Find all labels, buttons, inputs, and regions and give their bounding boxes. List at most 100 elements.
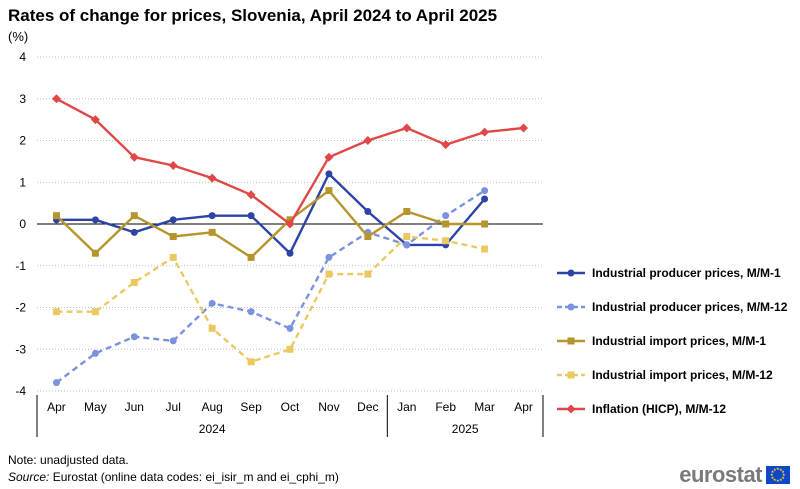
footer-source: Source: Eurostat (online data codes: ei_…	[8, 469, 339, 486]
legend-item: Industrial import prices, M/M-1	[556, 324, 796, 358]
y-tick-label: -2	[15, 301, 26, 315]
series-line	[55, 189, 486, 384]
data-point	[169, 216, 177, 224]
series-3	[52, 187, 489, 261]
data-point	[364, 233, 372, 241]
data-point	[403, 241, 411, 249]
data-point	[90, 115, 100, 125]
data-point	[442, 237, 450, 245]
data-point	[481, 245, 489, 253]
data-point	[247, 212, 255, 220]
series-5	[51, 94, 529, 229]
data-point	[130, 212, 138, 220]
data-point	[325, 253, 333, 261]
chart-legend: Industrial producer prices, M/M-1 Industr…	[556, 256, 796, 426]
legend-item: Industrial producer prices, M/M-1	[556, 256, 796, 290]
data-point	[130, 278, 138, 286]
data-point	[168, 161, 178, 171]
data-point	[286, 345, 294, 353]
data-point	[169, 253, 177, 261]
legend-item: Inflation (HICP), M/M-12	[556, 392, 796, 426]
source-label: Source:	[8, 470, 50, 484]
data-point	[91, 349, 99, 357]
legend-marker	[567, 371, 575, 379]
flag-star-icon: ★	[779, 466, 783, 472]
flag-star-icon: ★	[770, 475, 775, 480]
data-point	[442, 212, 450, 220]
data-point	[364, 270, 372, 278]
data-point	[247, 253, 255, 261]
year-label: 2024	[199, 422, 226, 436]
data-point	[285, 219, 295, 229]
x-tick-label: Sep	[240, 400, 262, 414]
legend-label: Inflation (HICP), M/M-12	[592, 402, 726, 416]
x-tick-label: Jun	[125, 400, 144, 414]
data-point	[208, 324, 216, 332]
legend-swatch	[557, 371, 585, 379]
data-point	[208, 228, 216, 236]
x-tick-label: Aug	[201, 400, 222, 414]
data-point	[169, 337, 177, 345]
legend-swatch	[557, 269, 585, 277]
y-tick-label: 3	[19, 92, 26, 106]
x-tick-label: Dec	[357, 400, 378, 414]
data-point	[442, 220, 450, 228]
data-point	[480, 127, 490, 137]
x-tick-label: Oct	[281, 400, 300, 414]
eurostat-logo: eurostat ★ ★ ★ ★ ★ ★ ★ ★ ★ ★ ★ ★	[679, 462, 790, 488]
year-label: 2025	[452, 422, 479, 436]
data-point	[91, 216, 99, 224]
footer: Note: unadjusted data. Source: Eurostat …	[8, 452, 339, 486]
data-point	[246, 190, 256, 200]
y-tick-label: -4	[15, 384, 26, 398]
x-tick-label: Apr	[47, 400, 66, 414]
data-point	[130, 333, 138, 341]
data-point	[91, 308, 99, 316]
legend-swatch	[557, 337, 585, 345]
legend-marker	[567, 303, 575, 311]
data-point	[51, 94, 61, 104]
eu-flag-icon: ★ ★ ★ ★ ★ ★ ★ ★ ★ ★ ★ ★	[766, 466, 790, 484]
y-tick-label: 4	[19, 50, 26, 64]
legend-item: Industrial producer prices, M/M-12	[556, 290, 796, 324]
data-point	[247, 308, 255, 316]
data-point	[129, 152, 139, 162]
x-tick-label: Mar	[474, 400, 495, 414]
data-point	[403, 207, 411, 215]
flag-star-icon: ★	[776, 478, 780, 483]
legend-label: Industrial producer prices, M/M-12	[592, 300, 788, 314]
flag-star-icon: ★	[779, 477, 783, 483]
flag-star-icon: ★	[776, 466, 780, 471]
series-2	[52, 187, 489, 387]
data-point	[169, 233, 177, 241]
footer-note: Note: unadjusted data.	[8, 453, 129, 467]
data-point	[325, 187, 333, 195]
flag-star-icon: ★	[781, 469, 785, 474]
flag-star-icon: ★	[773, 477, 777, 483]
data-point	[324, 152, 334, 162]
x-tick-label: Feb	[435, 400, 456, 414]
data-point	[364, 207, 372, 215]
flag-star-icon: ★	[770, 469, 775, 474]
x-tick-label: Nov	[318, 400, 339, 414]
line-chart: -4 -3 -2 -1 0 1 2 3 4 Apr May Jun Jul Aug Sep Oct Nov Dec…	[15, 50, 544, 437]
data-point	[208, 212, 216, 220]
y-tick-label: 1	[19, 175, 26, 189]
data-point	[481, 195, 489, 203]
series-line	[55, 97, 524, 226]
y-tick-label: -3	[15, 342, 26, 356]
chart-title: Rates of change for prices, Slovenia, Ap…	[8, 6, 498, 25]
data-point	[441, 140, 451, 150]
series-4	[52, 233, 489, 366]
data-point	[325, 270, 333, 278]
data-point	[130, 228, 138, 236]
series-line	[56, 235, 485, 363]
legend-swatch	[557, 303, 585, 311]
series-line	[56, 172, 486, 255]
data-point	[207, 173, 217, 183]
x-tick-label: May	[84, 400, 107, 414]
flag-star-icon: ★	[782, 472, 786, 477]
source-text: Eurostat (online data codes: ei_isir_m a…	[49, 470, 339, 484]
legend-label: Industrial import prices, M/M-1	[592, 334, 767, 348]
legend-swatch	[557, 404, 585, 414]
